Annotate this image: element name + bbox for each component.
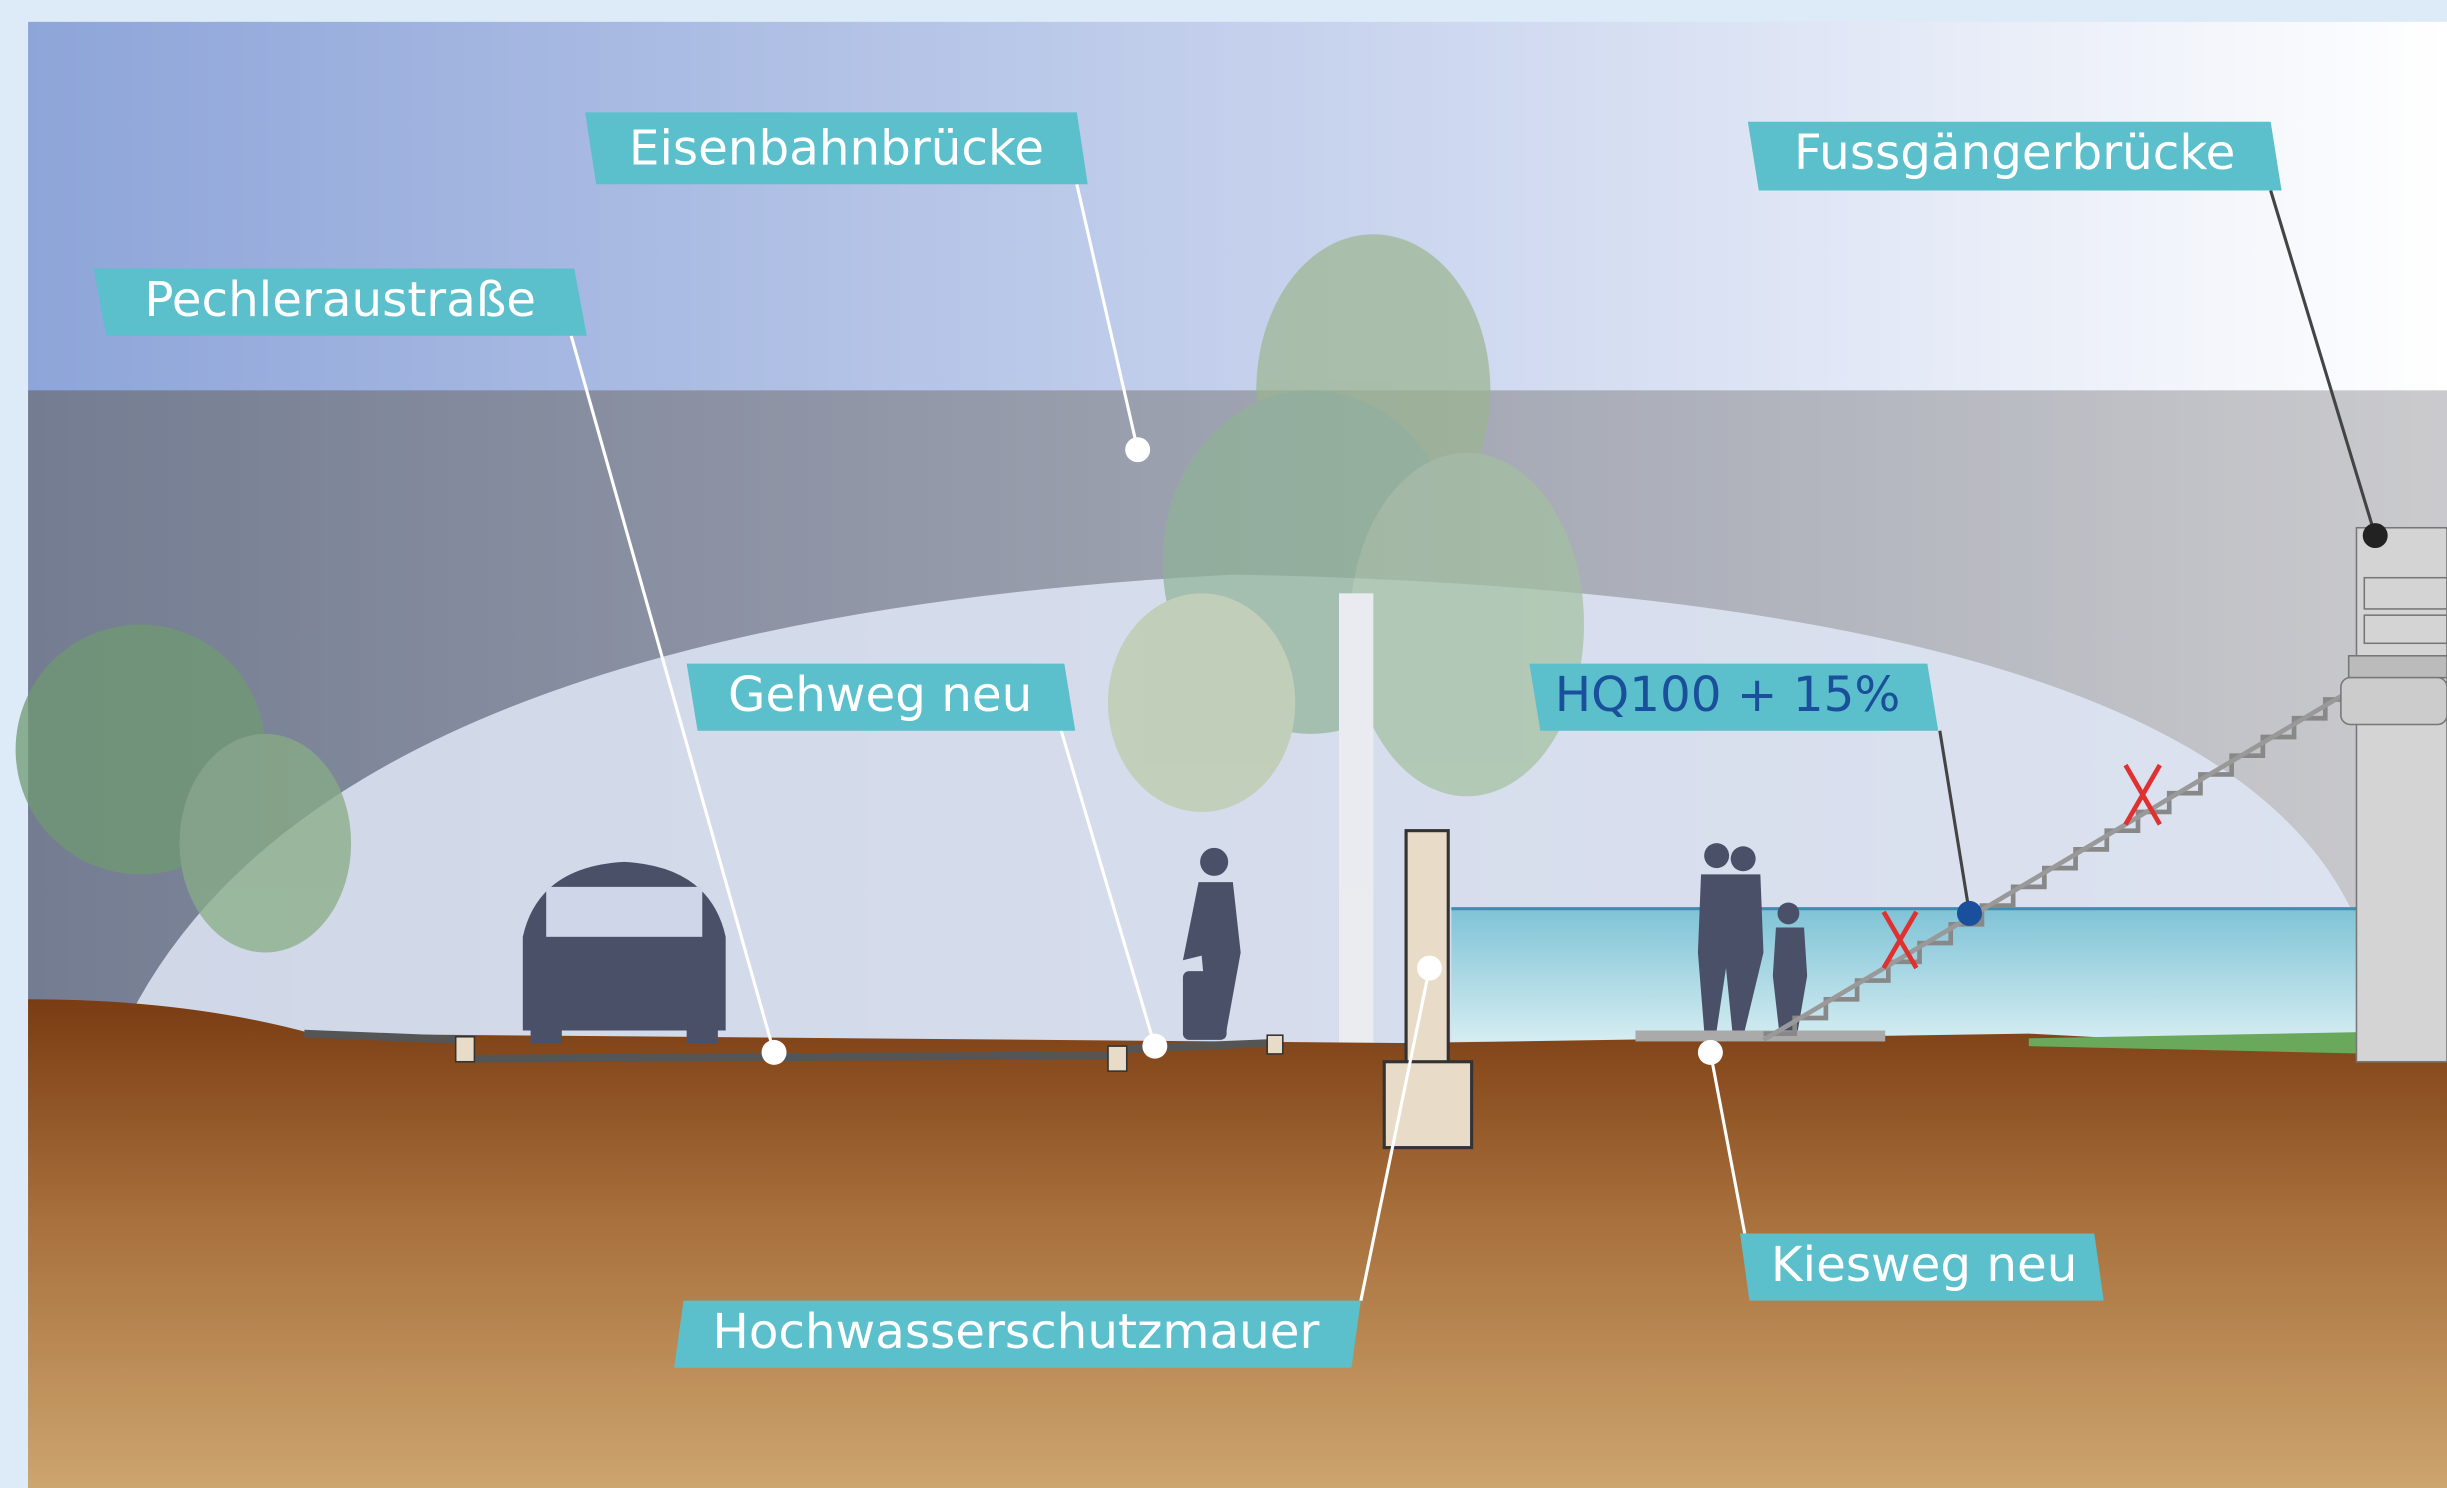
wall-foundation [1384, 1062, 1471, 1148]
label: HQ100 + 15% [1555, 667, 1901, 723]
cross-section: Eisenbahnbrücke Pechleraustraße Gehweg n… [0, 0, 2447, 1488]
page: Eisenbahnbrücke Pechleraustraße Gehweg n… [0, 0, 2447, 1488]
flood-wall [1406, 831, 1448, 1065]
car [523, 862, 726, 1043]
label: Hochwasserschutzmauer [712, 1304, 1319, 1360]
curb [456, 1037, 475, 1062]
flood-dot [1957, 901, 1982, 926]
label: Gehweg neu [728, 667, 1032, 723]
bridge-dot [2363, 523, 2388, 548]
label: Eisenbahnbrücke [629, 120, 1044, 176]
curb [1267, 1035, 1283, 1054]
gravel-path [1635, 1031, 1885, 1042]
curb [1108, 1046, 1127, 1071]
label: Pechleraustraße [144, 272, 536, 328]
label: Fussgängerbrücke [1794, 125, 2235, 181]
label: Kiesweg neu [1771, 1237, 2078, 1293]
pedestrian-bridge [2341, 528, 2447, 1062]
